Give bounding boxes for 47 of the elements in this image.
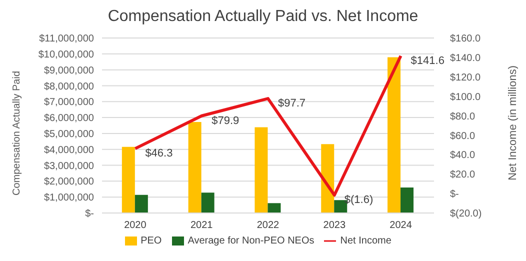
y2-tick-label: $40.0 (450, 150, 476, 162)
y2-tick-label: $20.0 (450, 170, 476, 181)
legend-label: Net Income (340, 236, 392, 247)
data-label: $46.3 (145, 148, 173, 160)
bar (188, 122, 202, 213)
data-label: $(1.6) (344, 194, 374, 206)
y2-tick-label: $- (450, 189, 459, 200)
y-tick-label: $2,000,000 (44, 176, 94, 188)
data-label: $97.7 (278, 98, 306, 110)
y-tick-label: $9,000,000 (44, 65, 94, 76)
bar (134, 194, 148, 213)
y-axis-title: Compensation Actually Paid (12, 70, 23, 196)
y2-axis-title: Net Income (in millions) (506, 66, 519, 180)
data-label: $79.9 (212, 114, 240, 127)
y-tick-label: $11,000,000 (39, 34, 94, 45)
y2-tick-label: $100.0 (450, 92, 482, 103)
y-tick-label: $4,000,000 (44, 144, 94, 156)
x-tick-label: 2024 (390, 220, 412, 232)
data-label: $141.6 (410, 54, 444, 67)
legend-label: PEO (140, 236, 162, 247)
bar (201, 192, 214, 213)
bar (268, 203, 281, 213)
y-tick-label: $6,000,000 (44, 113, 94, 124)
bar (321, 144, 334, 213)
y2-tick-label: $160.0 (450, 34, 482, 45)
y-tick-label: $1,000,000 (44, 192, 94, 204)
bar (254, 127, 268, 213)
x-tick-label: 2022 (256, 220, 280, 232)
y-tick-label: $- (85, 208, 94, 220)
y2-tick-label: $60.0 (450, 130, 476, 142)
y-tick-label: $10,000,000 (38, 49, 94, 60)
bar (400, 188, 414, 213)
bar (122, 146, 135, 213)
y2-tick-label: $(20.0) (450, 208, 482, 220)
x-tick-label: 2023 (323, 220, 346, 232)
legend-label: Average for Non-PEO NEOs (188, 236, 314, 247)
bar (388, 57, 401, 213)
y-tick-label: $3,000,000 (44, 160, 94, 172)
y-tick-label: $7,000,000 (44, 97, 94, 108)
x-tick-label: 2020 (124, 220, 147, 232)
y2-tick-label: $120.0 (450, 72, 482, 84)
chart-title: Compensation Actually Paid vs. Net Income (106, 8, 420, 26)
y-tick-label: $8,000,000 (44, 81, 94, 92)
y2-tick-label: $80.0 (450, 111, 476, 122)
y2-tick-label: $140.0 (450, 52, 482, 64)
y-tick-label: $5,000,000 (44, 129, 94, 140)
x-tick-label: 2021 (190, 220, 214, 232)
